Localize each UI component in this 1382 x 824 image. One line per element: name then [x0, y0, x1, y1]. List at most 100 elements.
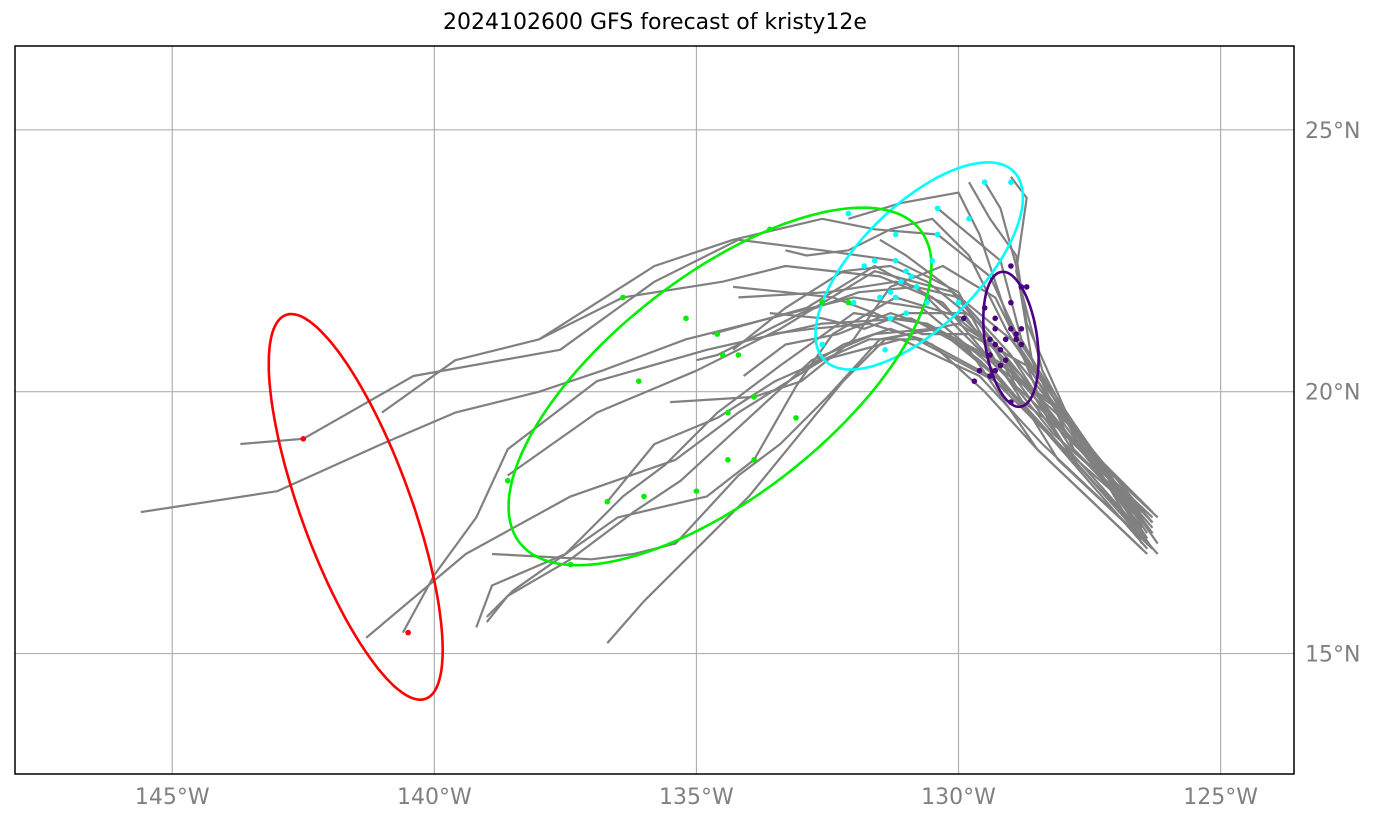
forecast-point-day3 [793, 415, 799, 421]
forecast-point-day1 [971, 378, 978, 385]
forecast-tracks [140, 176, 1159, 644]
forecast-track [879, 238, 1143, 529]
y-tick-label: 25°N [1305, 119, 1360, 144]
forecast-point-day1 [1018, 326, 1025, 332]
forecast-point-day2 [892, 257, 899, 264]
forecast-point-day3 [845, 299, 852, 306]
forecast-point-day1 [1018, 341, 1025, 348]
forecast-point-day1 [1008, 326, 1014, 332]
forecast-track [401, 317, 1148, 634]
uncertainty-ellipse-day3 [507, 206, 933, 567]
forecast-point-day1 [1002, 336, 1009, 343]
forecast-point-day2 [887, 289, 894, 296]
forecast-point-day3 [504, 477, 511, 484]
forecast-point-day2 [892, 231, 899, 238]
forecast-point-day3 [714, 331, 721, 337]
forecast-point-day2 [934, 205, 941, 212]
y-tick-label: 15°N [1305, 643, 1360, 668]
forecast-point-day2 [882, 347, 888, 353]
forecast-point-day3 [725, 409, 731, 416]
forecast-point-day3 [641, 493, 647, 500]
x-tick-label: 145°W [135, 785, 210, 810]
forecast-point-day2 [903, 268, 909, 275]
forecast-point-day2 [934, 231, 941, 238]
forecast-point-day2 [966, 216, 972, 222]
forecast-point-day1 [992, 367, 998, 374]
forecast-track [606, 322, 1149, 644]
forecast-point-day1 [1008, 299, 1014, 306]
grid-lines [15, 46, 1294, 774]
forecast-point-day1 [976, 367, 983, 374]
forecast-point-day3 [725, 457, 731, 463]
forecast-track [365, 338, 1138, 639]
forecast-point-day1 [961, 315, 967, 322]
forecast-point-day1 [1023, 284, 1030, 290]
forecast-track [800, 327, 1143, 550]
forecast-point-day2 [892, 294, 899, 301]
forecast-point-day1 [1013, 336, 1019, 343]
x-tick-label: 130°W [921, 785, 996, 810]
forecast-point-day1 [987, 352, 993, 358]
forecast-point-day3 [719, 352, 726, 358]
forecast-point-day3 [751, 457, 757, 463]
forecast-point-day3 [735, 352, 742, 358]
uncertainty-ellipses [267, 161, 1040, 702]
forecast-point-day1 [992, 341, 998, 348]
forecast-track [936, 207, 1159, 519]
forecast-point-day2 [898, 278, 904, 285]
y-tick-label: 20°N [1305, 381, 1360, 406]
plot-frame [14, 45, 1295, 775]
y-tick-labels: 15°N 20°N 25°N [1305, 119, 1360, 668]
forecast-point-day3 [620, 294, 626, 301]
forecast-point-day4 [300, 436, 307, 442]
forecast-point-day1 [992, 315, 998, 322]
x-tick-label: 140°W [397, 785, 472, 810]
forecast-point-day1 [997, 362, 1004, 369]
forecast-point-day3 [767, 226, 773, 233]
forecast-point-day1 [1018, 284, 1025, 290]
uncertainty-ellipse-day4 [267, 312, 445, 702]
forecast-point-day1 [987, 373, 993, 379]
chart-title: 2024102600 GFS forecast of kristy12e [443, 10, 867, 35]
forecast-point-day2 [861, 263, 867, 269]
forecast-track [769, 312, 1154, 550]
forecast-point-day1 [992, 326, 998, 332]
forecast-point-day3 [567, 561, 574, 568]
forecast-point-day1 [1008, 263, 1014, 269]
forecast-point-day2 [908, 273, 915, 280]
forecast-point-day3 [604, 498, 611, 505]
forecast-track [485, 327, 1154, 623]
forecast-point-day1 [987, 336, 993, 343]
forecast-point-day2 [871, 257, 878, 264]
forecast-point-day1 [1002, 357, 1009, 364]
x-tick-label: 125°W [1183, 785, 1258, 810]
forecast-point-day4 [405, 629, 411, 636]
forecast-track [732, 285, 1154, 513]
forecast-point-day2 [924, 299, 930, 306]
forecast-point-day2 [887, 315, 894, 322]
forecast-point-day3 [683, 315, 689, 322]
forecast-track [475, 312, 1149, 628]
forecast-track [983, 181, 1143, 519]
x-tick-labels: 145°W 140°W 135°W 130°W 125°W [135, 785, 1258, 810]
forecast-track [140, 296, 1149, 550]
forecast-points [300, 179, 1030, 636]
forecast-point-day2 [981, 179, 988, 185]
forecast-point-day2 [877, 294, 883, 301]
forecast-point-day1 [981, 305, 988, 311]
forecast-point-day2 [1008, 179, 1014, 185]
forecast-point-day2 [929, 257, 936, 264]
forecast-track [769, 322, 1148, 540]
forecast-point-day2 [850, 299, 857, 306]
forecast-point-day2 [955, 299, 962, 306]
uncertainty-ellipse-day2 [814, 161, 1025, 371]
forecast-point-day2 [913, 284, 920, 290]
forecast-point-day3 [751, 394, 757, 400]
forecast-track [538, 217, 1159, 545]
x-tick-label: 135°W [659, 785, 734, 810]
forecast-point-day1 [1013, 331, 1019, 337]
forecast-point-day2 [903, 310, 909, 316]
forecast-track [738, 280, 1154, 534]
forecast-point-day2 [819, 341, 825, 348]
